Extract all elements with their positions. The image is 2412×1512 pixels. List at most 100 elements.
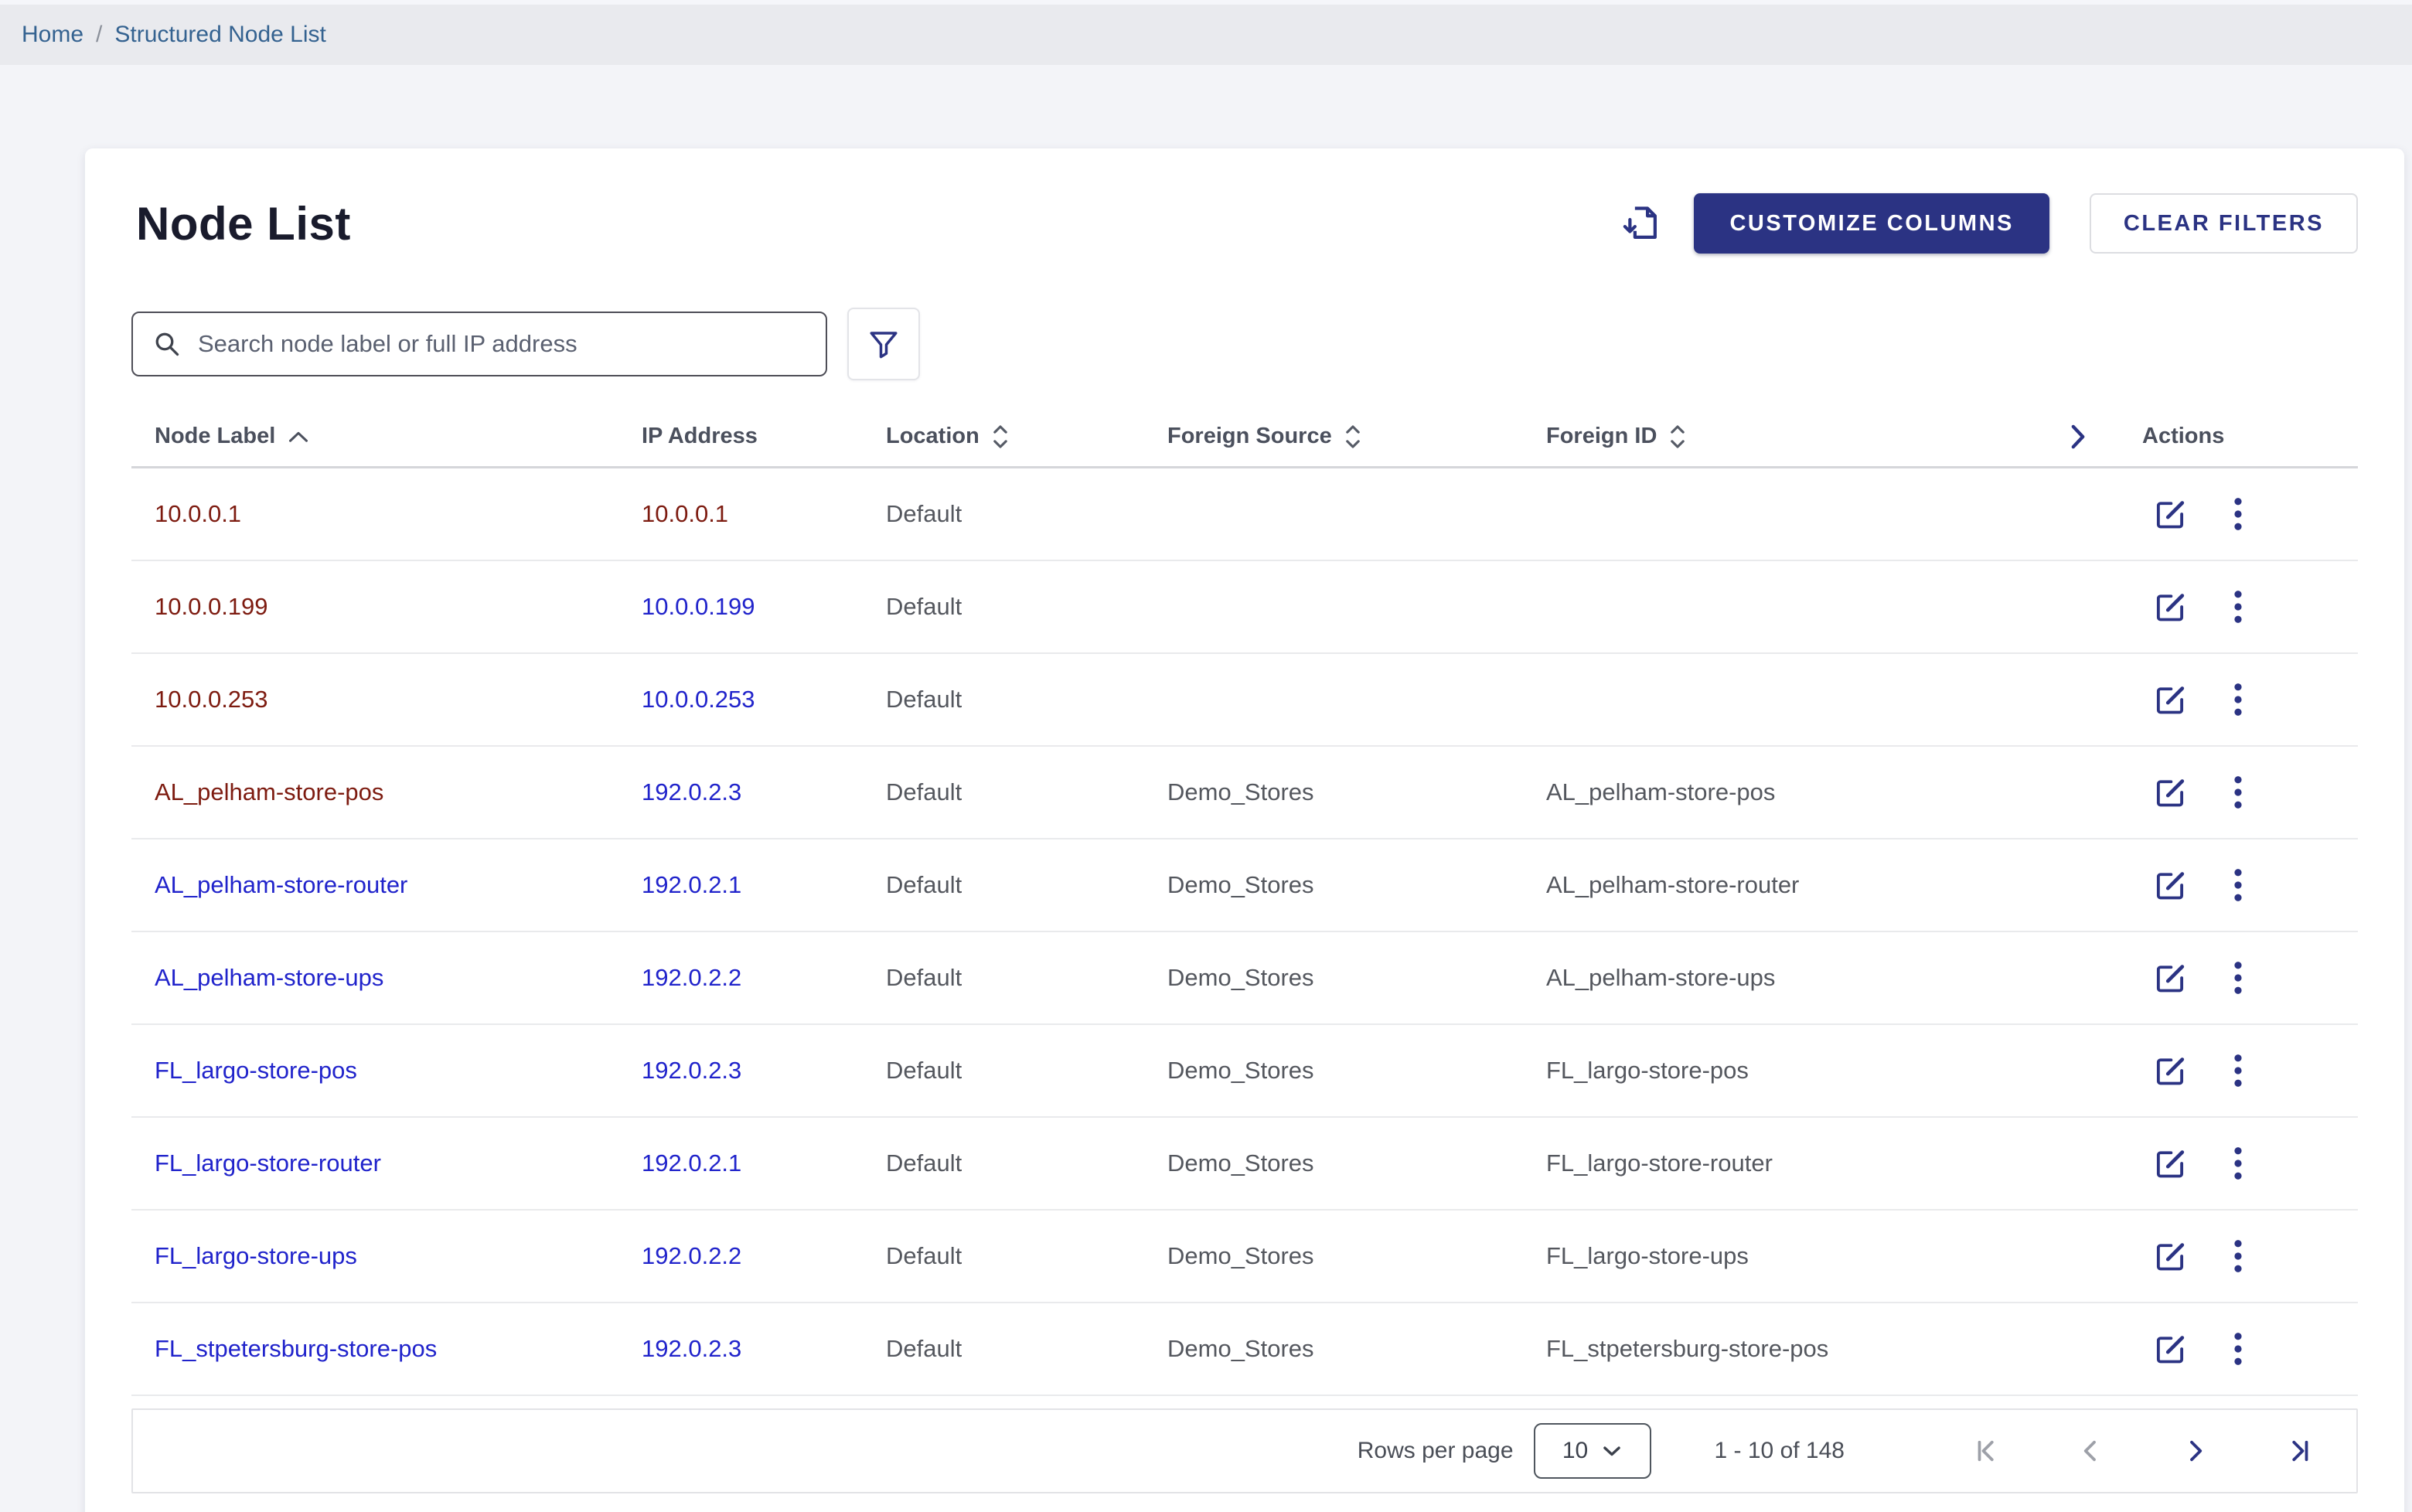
ip-address-link[interactable]: 192.0.2.3 bbox=[642, 1335, 742, 1362]
kebab-menu-icon bbox=[2233, 1238, 2243, 1274]
sort-both-icon[interactable] bbox=[1344, 424, 1361, 450]
kebab-menu-icon bbox=[2233, 960, 2243, 996]
ip-address-link[interactable]: 10.0.0.199 bbox=[642, 593, 755, 620]
foreign-source-cell: Demo_Stores bbox=[1167, 1335, 1314, 1362]
node-label-link[interactable]: 10.0.0.199 bbox=[155, 593, 268, 620]
sort-asc-icon[interactable] bbox=[288, 430, 309, 444]
row-menu-button[interactable] bbox=[2216, 1142, 2260, 1185]
node-label-link[interactable]: AL_pelham-store-pos bbox=[155, 778, 384, 805]
ip-address-link[interactable]: 192.0.2.3 bbox=[642, 778, 742, 805]
row-menu-button[interactable] bbox=[2216, 678, 2260, 721]
node-table: Node Label IP Address Location bbox=[131, 407, 2358, 1493]
ip-address-link[interactable]: 192.0.2.3 bbox=[642, 1057, 742, 1084]
edit-icon bbox=[2153, 497, 2187, 531]
node-label-link[interactable]: 10.0.0.1 bbox=[155, 500, 242, 527]
node-list-card: Node List CUSTOMIZE COLUMNS CLEAR FILTER… bbox=[85, 148, 2404, 1512]
first-page-icon bbox=[1970, 1435, 2001, 1466]
clear-filters-button[interactable]: CLEAR FILTERS bbox=[2089, 193, 2358, 254]
foreign-id-cell: AL_pelham-store-router bbox=[1546, 871, 1800, 898]
node-label-link[interactable]: FL_largo-store-router bbox=[155, 1149, 381, 1177]
previous-page-button[interactable] bbox=[2066, 1426, 2115, 1476]
kebab-menu-icon bbox=[2233, 682, 2243, 717]
table-row: FL_largo-store-ups 192.0.2.2 Default Demo_S… bbox=[131, 1211, 2358, 1303]
row-menu-button[interactable] bbox=[2216, 1234, 2260, 1278]
last-page-button[interactable] bbox=[2276, 1426, 2325, 1476]
row-menu-button[interactable] bbox=[2216, 771, 2260, 814]
foreign-id-cell: AL_pelham-store-pos bbox=[1546, 778, 1776, 805]
table-row: AL_pelham-store-pos 192.0.2.3 Default Demo_… bbox=[131, 747, 2358, 839]
edit-node-button[interactable] bbox=[2148, 1142, 2192, 1185]
column-header-node-label[interactable]: Node Label bbox=[131, 424, 642, 449]
row-menu-button[interactable] bbox=[2216, 863, 2260, 907]
foreign-id-cell: FL_largo-store-router bbox=[1546, 1149, 1773, 1177]
column-header-foreign-source[interactable]: Foreign Source bbox=[1167, 424, 1546, 450]
location-cell: Default bbox=[886, 1057, 962, 1084]
edit-icon bbox=[2153, 1239, 2187, 1273]
edit-node-button[interactable] bbox=[2148, 678, 2192, 721]
table-row: FL_largo-store-pos 192.0.2.3 Default Demo_S… bbox=[131, 1025, 2358, 1118]
row-menu-button[interactable] bbox=[2216, 1327, 2260, 1371]
foreign-source-cell: Demo_Stores bbox=[1167, 1149, 1314, 1177]
table-row: AL_pelham-store-ups 192.0.2.2 Default Demo_… bbox=[131, 932, 2358, 1025]
expand-columns-button[interactable] bbox=[2033, 424, 2122, 450]
edit-node-button[interactable] bbox=[2148, 585, 2192, 628]
node-label-link[interactable]: AL_pelham-store-router bbox=[155, 871, 408, 898]
edit-node-button[interactable] bbox=[2148, 956, 2192, 999]
foreign-source-cell: Demo_Stores bbox=[1167, 964, 1314, 991]
node-label-link[interactable]: AL_pelham-store-ups bbox=[155, 964, 384, 991]
node-label-link[interactable]: 10.0.0.253 bbox=[155, 686, 268, 713]
file-download-icon bbox=[1621, 203, 1661, 243]
location-cell: Default bbox=[886, 871, 962, 898]
rows-per-page-label: Rows per page bbox=[1357, 1438, 1514, 1463]
sort-both-icon[interactable] bbox=[992, 424, 1009, 450]
location-cell: Default bbox=[886, 686, 962, 713]
row-menu-button[interactable] bbox=[2216, 585, 2260, 628]
edit-node-button[interactable] bbox=[2148, 492, 2192, 536]
breadcrumb-current-page[interactable]: Structured Node List bbox=[114, 22, 326, 47]
row-menu-button[interactable] bbox=[2216, 956, 2260, 999]
column-header-actions: Actions bbox=[2142, 424, 2225, 448]
last-page-icon bbox=[2285, 1435, 2316, 1466]
location-cell: Default bbox=[886, 964, 962, 991]
node-label-link[interactable]: FL_largo-store-pos bbox=[155, 1057, 357, 1084]
breadcrumb: Home / Structured Node List bbox=[0, 5, 2412, 65]
edit-node-button[interactable] bbox=[2148, 771, 2192, 814]
column-header-location[interactable]: Location bbox=[886, 424, 1167, 450]
column-header-foreign-id[interactable]: Foreign ID bbox=[1546, 424, 2033, 450]
foreign-source-cell: Demo_Stores bbox=[1167, 871, 1314, 898]
ip-address-link[interactable]: 10.0.0.1 bbox=[642, 500, 729, 527]
ip-address-link[interactable]: 10.0.0.253 bbox=[642, 686, 755, 713]
sort-both-icon[interactable] bbox=[1669, 424, 1686, 450]
customize-columns-button[interactable]: CUSTOMIZE COLUMNS bbox=[1694, 193, 2049, 254]
edit-node-button[interactable] bbox=[2148, 1327, 2192, 1371]
column-header-ip-address[interactable]: IP Address bbox=[642, 424, 758, 448]
table-header-row: Node Label IP Address Location bbox=[131, 407, 2358, 468]
foreign-id-cell: FL_largo-store-ups bbox=[1546, 1242, 1749, 1269]
ip-address-link[interactable]: 192.0.2.1 bbox=[642, 1149, 742, 1177]
next-page-button[interactable] bbox=[2171, 1426, 2220, 1476]
top-strip bbox=[0, 0, 2412, 5]
foreign-id-cell: FL_largo-store-pos bbox=[1546, 1057, 1749, 1084]
edit-node-button[interactable] bbox=[2148, 863, 2192, 907]
node-label-link[interactable]: FL_stpetersburg-store-pos bbox=[155, 1335, 438, 1362]
rows-per-page-select[interactable]: 10 bbox=[1533, 1423, 1651, 1479]
first-page-button[interactable] bbox=[1961, 1426, 2010, 1476]
node-label-link[interactable]: FL_largo-store-ups bbox=[155, 1242, 357, 1269]
location-cell: Default bbox=[886, 778, 962, 805]
ip-address-link[interactable]: 192.0.2.2 bbox=[642, 1242, 742, 1269]
location-cell: Default bbox=[886, 1335, 962, 1362]
foreign-id-cell: FL_stpetersburg-store-pos bbox=[1546, 1335, 1829, 1362]
foreign-source-cell: Demo_Stores bbox=[1167, 1057, 1314, 1084]
edit-node-button[interactable] bbox=[2148, 1234, 2192, 1278]
ip-address-link[interactable]: 192.0.2.2 bbox=[642, 964, 742, 991]
row-menu-button[interactable] bbox=[2216, 492, 2260, 536]
edit-node-button[interactable] bbox=[2148, 1049, 2192, 1092]
ip-address-link[interactable]: 192.0.2.1 bbox=[642, 871, 742, 898]
breadcrumb-home-link[interactable]: Home bbox=[22, 22, 84, 47]
edit-icon bbox=[2153, 683, 2187, 717]
search-input[interactable] bbox=[198, 330, 807, 358]
row-menu-button[interactable] bbox=[2216, 1049, 2260, 1092]
location-cell: Default bbox=[886, 1242, 962, 1269]
download-button[interactable] bbox=[1617, 199, 1666, 248]
filter-button[interactable] bbox=[847, 308, 920, 380]
